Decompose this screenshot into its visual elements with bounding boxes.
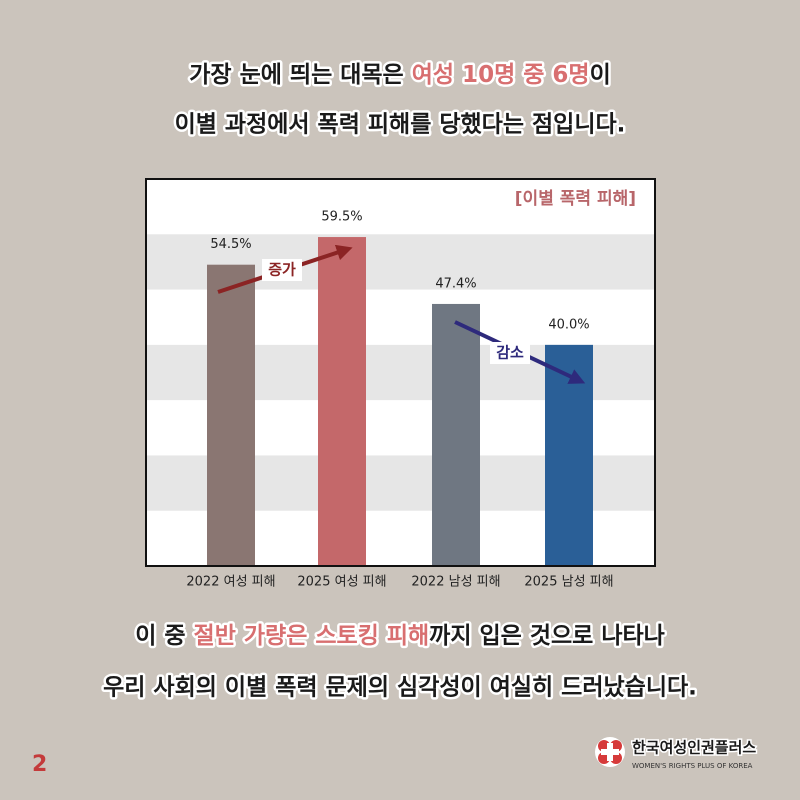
annotation: 감소 bbox=[496, 344, 524, 362]
value-label: 59.5% bbox=[321, 210, 362, 225]
x-tick-label: 2025 남성 피해 bbox=[524, 575, 613, 590]
annotation-bg bbox=[262, 259, 302, 281]
bar bbox=[545, 344, 593, 566]
x-tick-label: 2022 남성 피해 bbox=[411, 575, 500, 590]
annotation: 증가 bbox=[268, 261, 296, 279]
x-tick-label: 2025 여성 피해 bbox=[297, 575, 386, 590]
bar bbox=[207, 264, 255, 566]
x-tick-label: 2022 여성 피해 bbox=[186, 575, 275, 590]
logo-name: 한국여성인권플러스 bbox=[632, 739, 756, 757]
bar bbox=[432, 303, 480, 566]
footer-line1: 이 중 절반 가량은 스토킹 피해까지 입은 것으로 나타나 bbox=[135, 623, 665, 649]
bar bbox=[318, 237, 366, 567]
logo-icon bbox=[595, 737, 625, 767]
highlight: 절반 가량은 스토킹 피해 bbox=[194, 623, 430, 649]
logo-subtitle: WOMEN'S RIGHTS PLUS OF KOREA bbox=[632, 762, 753, 770]
text: 이 bbox=[590, 62, 611, 88]
value-label: 47.4% bbox=[435, 276, 476, 291]
annotation-bg bbox=[490, 342, 530, 364]
plot-border bbox=[145, 178, 656, 567]
value-label: 40.0% bbox=[548, 317, 589, 332]
text: 까지 입은 것으로 나타나 bbox=[429, 623, 665, 649]
text: 가장 눈에 띄는 대목은 bbox=[189, 62, 411, 88]
footer-line2: 우리 사회의 이별 폭력 문제의 심각성이 여실히 드러났습니다. bbox=[103, 675, 697, 701]
highlight: 여성 10명 중 6명 bbox=[412, 62, 590, 88]
headline-line1: 가장 눈에 띄는 대목은 여성 10명 중 6명이 bbox=[189, 62, 611, 88]
chart-title: [이별 폭력 피해] bbox=[515, 189, 636, 209]
headline-line2: 이별 과정에서 폭력 피해를 당했다는 점입니다. bbox=[175, 112, 626, 138]
value-label: 54.5% bbox=[210, 237, 251, 252]
page-number: 2 bbox=[32, 752, 47, 777]
text: 이 중 bbox=[135, 623, 193, 649]
